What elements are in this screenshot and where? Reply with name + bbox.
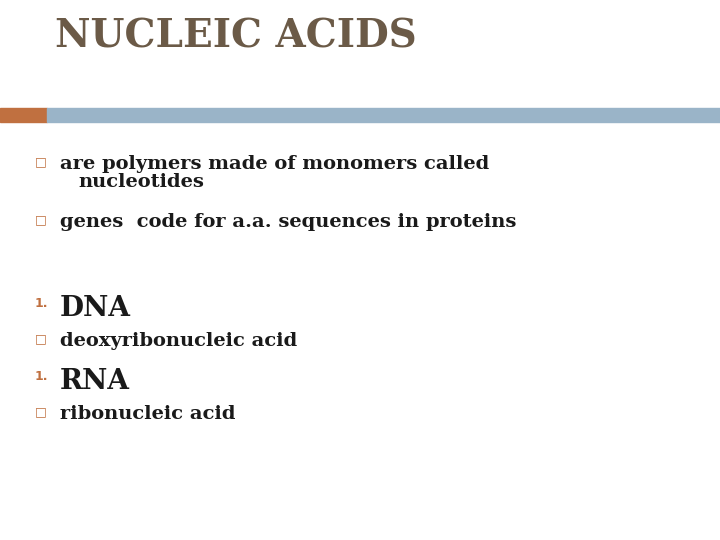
Text: RNA: RNA <box>60 368 130 395</box>
Text: are polymers made of monomers called: are polymers made of monomers called <box>60 155 490 173</box>
Text: genes  code for a.a. sequences in proteins: genes code for a.a. sequences in protein… <box>60 213 516 231</box>
Text: □: □ <box>35 155 47 168</box>
Bar <box>47 108 720 122</box>
Text: deoxyribonucleic acid: deoxyribonucleic acid <box>60 332 297 350</box>
Text: 1.: 1. <box>35 297 48 310</box>
Text: □: □ <box>35 213 47 226</box>
Text: DNA: DNA <box>60 295 131 322</box>
Text: 1.: 1. <box>35 370 48 383</box>
Text: □: □ <box>35 332 47 345</box>
Text: NUCLEIC ACIDS: NUCLEIC ACIDS <box>55 18 417 56</box>
Text: □: □ <box>35 405 47 418</box>
Text: nucleotides: nucleotides <box>78 173 204 191</box>
Text: ribonucleic acid: ribonucleic acid <box>60 405 235 423</box>
Bar <box>0 108 47 122</box>
